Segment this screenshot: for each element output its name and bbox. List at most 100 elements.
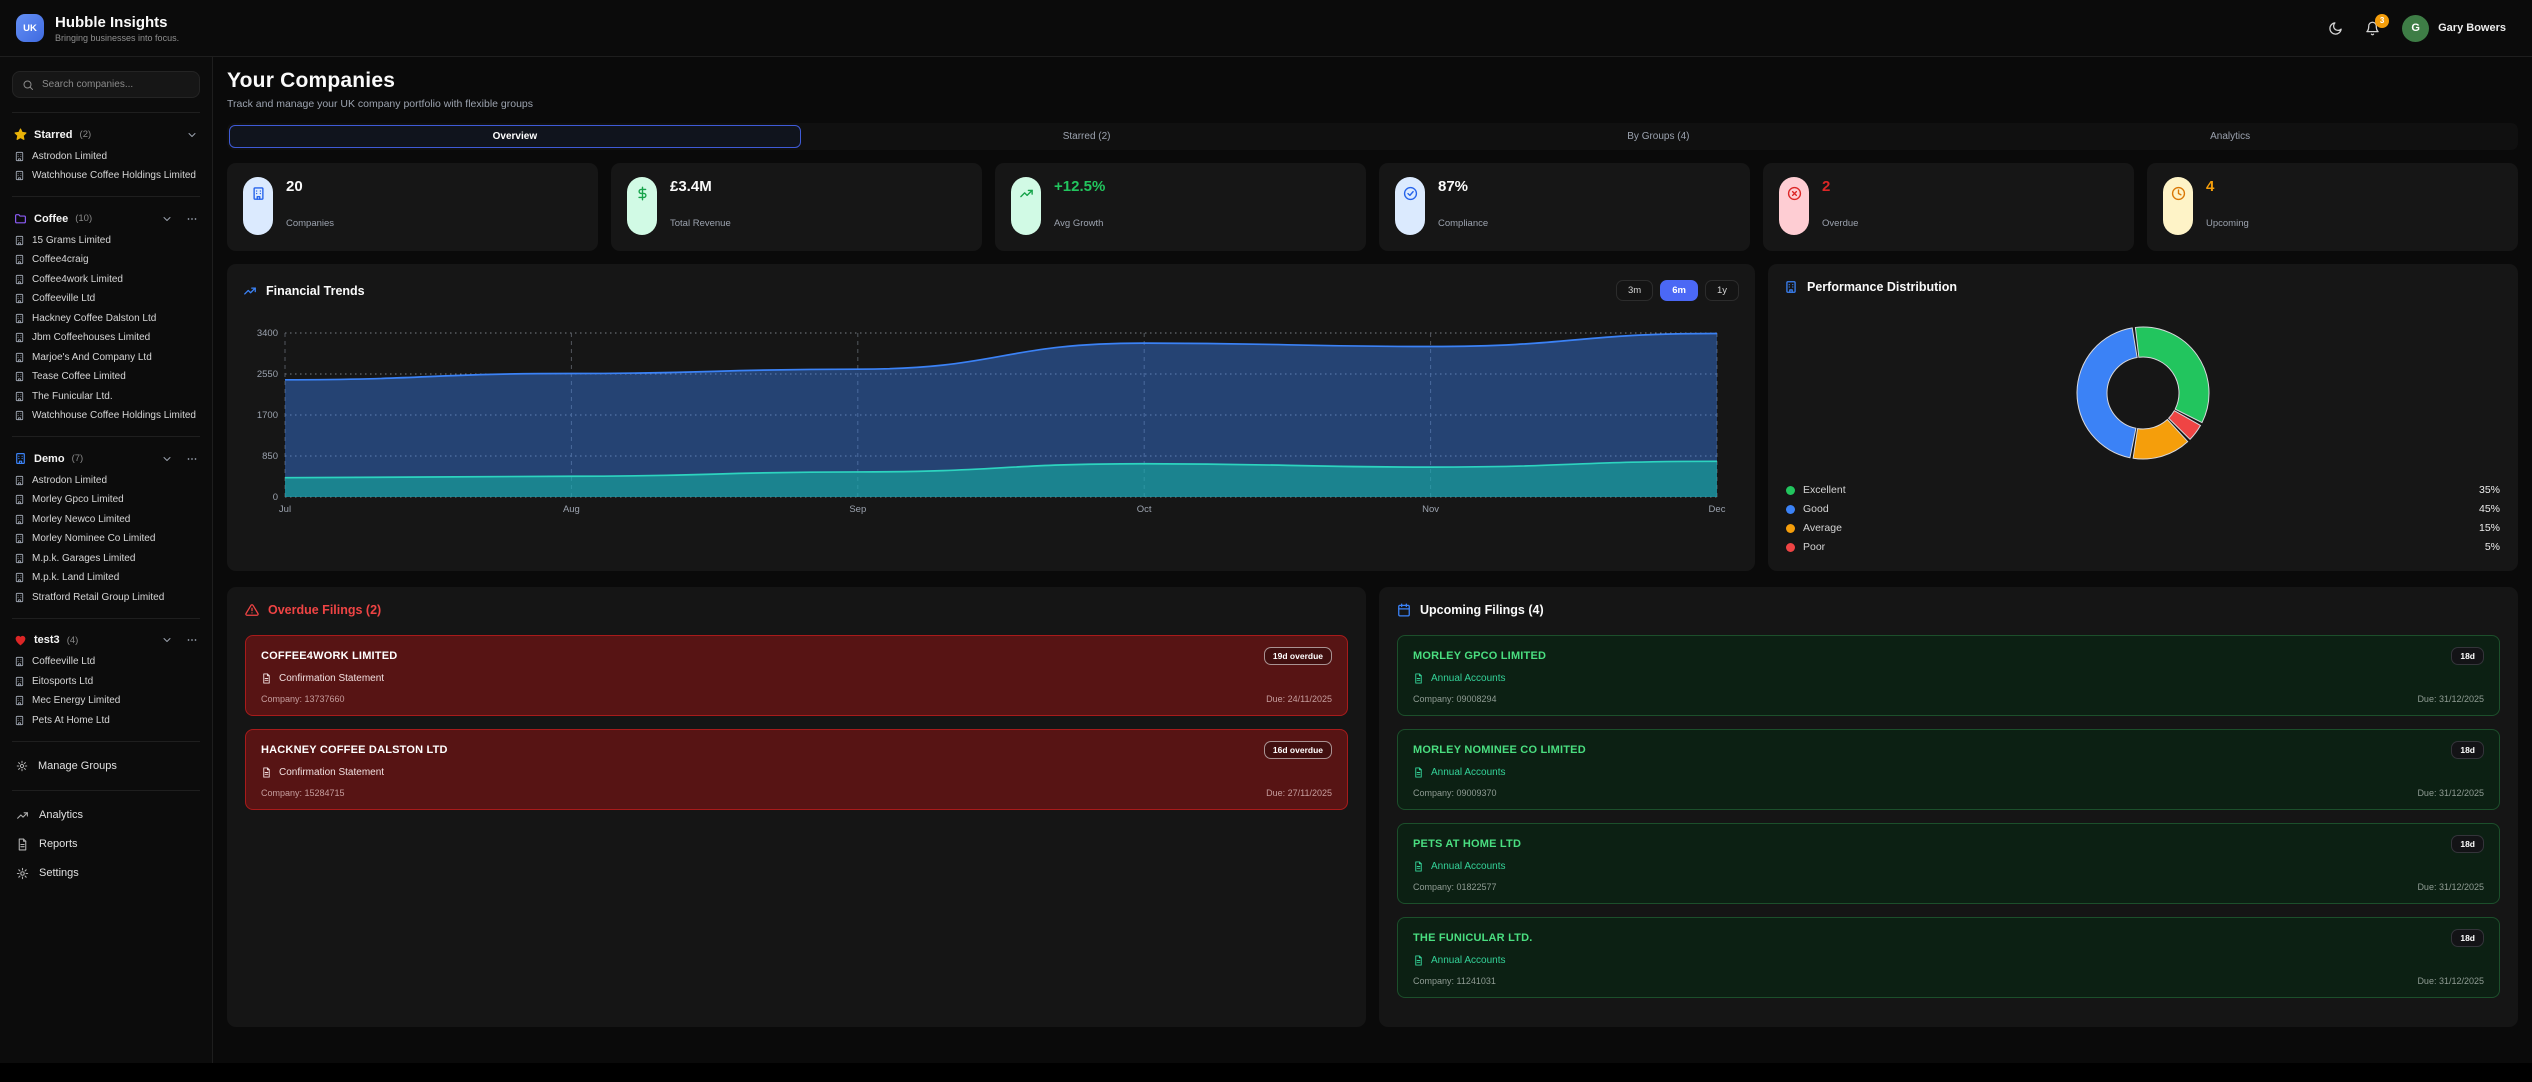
company-item-label: Watchhouse Coffee Holdings Limited bbox=[32, 410, 196, 421]
group-header[interactable]: test3 (4) bbox=[10, 629, 202, 653]
building-icon bbox=[15, 170, 24, 181]
group-header[interactable]: Coffee (10) bbox=[10, 207, 202, 231]
building-icon bbox=[15, 391, 24, 401]
clock-icon bbox=[2171, 186, 2185, 201]
donut-legend: Excellent 35% Good 45% Average 15% Poor 5% bbox=[1784, 482, 2502, 555]
sidebar-company-item[interactable]: Stratford Retail Group Limited bbox=[10, 588, 202, 608]
filing-due-date: Due: 27/11/2025 bbox=[1266, 788, 1332, 798]
collapse-group-button[interactable] bbox=[161, 213, 173, 225]
filing-card[interactable]: MORLEY GPCO LIMITED 18d Annual Accounts Com… bbox=[1397, 635, 2500, 716]
tab-analytics[interactable]: Analytics bbox=[2210, 131, 2251, 142]
donut-slice-good[interactable] bbox=[2076, 327, 2138, 459]
sidebar-company-item[interactable]: Watchhouse Coffee Holdings Limited bbox=[10, 407, 202, 427]
manage-groups-button[interactable]: Manage Groups bbox=[10, 752, 202, 780]
divider bbox=[12, 617, 200, 619]
donut-chart-wrap bbox=[1784, 320, 2502, 466]
range-button-3m[interactable]: 3m bbox=[1616, 280, 1654, 301]
company-item-label: Coffeeville Ltd bbox=[32, 293, 96, 304]
filing-card[interactable]: THE FUNICULAR LTD. 18d Annual Accounts Comp… bbox=[1397, 917, 2500, 998]
sidebar-company-item[interactable]: Coffeeville Ltd bbox=[10, 290, 202, 310]
nav-label: Settings bbox=[39, 867, 79, 879]
filing-due-date: Due: 31/12/2025 bbox=[2417, 882, 2484, 892]
tab-by-groups-4-[interactable]: By Groups (4) bbox=[1627, 131, 1690, 142]
building-icon bbox=[15, 235, 24, 245]
filing-card[interactable]: PETS AT HOME LTD 18d Annual Accounts Compan… bbox=[1397, 823, 2500, 904]
company-item-label: Coffeeville Ltd bbox=[32, 656, 96, 667]
donut-slice-average[interactable] bbox=[2132, 418, 2189, 460]
sidebar-company-item[interactable]: M.p.k. Land Limited bbox=[10, 569, 202, 589]
svg-text:850: 850 bbox=[262, 451, 278, 462]
filing-company-number: Company: 11241031 bbox=[1413, 976, 1496, 986]
stat-card-overdue: 2 Overdue bbox=[1763, 163, 2134, 251]
range-button-6m[interactable]: 6m bbox=[1660, 280, 1698, 301]
filing-card[interactable]: HACKNEY COFFEE DALSTON LTD 16d overdue Con… bbox=[245, 729, 1348, 810]
sidebar-company-item[interactable]: 15 Grams Limited bbox=[10, 231, 202, 251]
filing-due-badge: 18d bbox=[2451, 741, 2484, 759]
sidebar-company-item[interactable]: M.p.k. Garages Limited bbox=[10, 549, 202, 569]
range-button-1y[interactable]: 1y bbox=[1704, 280, 1739, 301]
collapse-group-button[interactable] bbox=[161, 453, 173, 465]
sidebar-company-item[interactable]: Coffeeville Ltd bbox=[10, 653, 202, 673]
notifications-button[interactable]: 3 bbox=[2365, 13, 2390, 36]
company-item-label: Morley Nominee Co Limited bbox=[32, 533, 156, 544]
sidebar-company-item[interactable]: Watchhouse Coffee Holdings Limited bbox=[10, 167, 202, 187]
sidebar-company-item[interactable]: Tease Coffee Limited bbox=[10, 368, 202, 388]
sidebar-nav-analytics[interactable]: Analytics bbox=[10, 801, 202, 830]
sidebar-company-item[interactable]: Coffee4craig bbox=[10, 251, 202, 271]
sidebar-nav-settings[interactable]: Settings bbox=[10, 859, 202, 888]
search-input[interactable] bbox=[42, 79, 190, 90]
donut-slice-excellent[interactable] bbox=[2134, 326, 2210, 424]
filing-card[interactable]: MORLEY NOMINEE CO LIMITED 18d Annual Accou… bbox=[1397, 729, 2500, 810]
svg-text:Aug: Aug bbox=[563, 504, 580, 515]
group-menu-button[interactable] bbox=[186, 213, 198, 225]
alert-triangle-icon bbox=[245, 604, 259, 616]
donut-slice-poor[interactable] bbox=[2167, 409, 2202, 441]
performance-distribution-title: Performance Distribution bbox=[1807, 280, 1958, 294]
heart-icon bbox=[15, 635, 26, 645]
sidebar-company-item[interactable]: Pets At Home Ltd bbox=[10, 711, 202, 731]
sidebar-company-item[interactable]: Eitosports Ltd bbox=[10, 672, 202, 692]
building-icon bbox=[252, 187, 264, 200]
sidebar-company-item[interactable]: The Funicular Ltd. bbox=[10, 387, 202, 407]
sidebar-nav-reports[interactable]: Reports bbox=[10, 830, 202, 859]
sidebar-company-item[interactable]: Morley Newco Limited bbox=[10, 510, 202, 530]
tab-overview[interactable]: Overview bbox=[229, 125, 801, 148]
collapse-group-button[interactable] bbox=[161, 634, 173, 646]
building-icon bbox=[15, 313, 24, 323]
company-item-label: Tease Coffee Limited bbox=[32, 371, 126, 382]
sidebar-company-item[interactable]: Morley Nominee Co Limited bbox=[10, 530, 202, 550]
user-menu[interactable]: G Gary Bowers bbox=[2402, 14, 2506, 42]
building-icon bbox=[15, 475, 24, 485]
theme-toggle-button[interactable] bbox=[2328, 21, 2343, 36]
group-menu-button[interactable] bbox=[186, 453, 198, 465]
filing-company-number: Company: 09009370 bbox=[1413, 788, 1497, 798]
sidebar-company-item[interactable]: Astrodon Limited bbox=[10, 471, 202, 491]
performance-distribution-card: Performance Distribution Excellent 35% Goo… bbox=[1768, 264, 2518, 571]
sidebar-company-item[interactable]: Morley Gpco Limited bbox=[10, 491, 202, 511]
manage-groups-label: Manage Groups bbox=[38, 759, 117, 772]
sidebar-company-item[interactable]: Astrodon Limited bbox=[10, 147, 202, 167]
sidebar-company-item[interactable]: Hackney Coffee Dalston Ltd bbox=[10, 309, 202, 329]
group-header[interactable]: Starred (2) bbox=[10, 123, 202, 147]
company-item-label: The Funicular Ltd. bbox=[32, 390, 113, 402]
nav-label: Reports bbox=[39, 838, 78, 850]
sidebar-company-item[interactable]: Jbm Coffeehouses Limited bbox=[10, 329, 202, 349]
sidebar-company-item[interactable]: Marjoe's And Company Ltd bbox=[10, 348, 202, 368]
sidebar-company-item[interactable]: Mec Energy Limited bbox=[10, 692, 202, 712]
x-circle-icon bbox=[1787, 186, 1801, 201]
collapse-group-button[interactable] bbox=[186, 129, 198, 141]
tab-starred-2-[interactable]: Starred (2) bbox=[1062, 131, 1111, 142]
group-count: (2) bbox=[79, 129, 92, 140]
group-name: Coffee bbox=[34, 212, 69, 225]
group-header[interactable]: Demo (7) bbox=[10, 447, 202, 471]
search-box[interactable] bbox=[12, 71, 200, 98]
star-icon bbox=[14, 128, 27, 140]
file-text-icon bbox=[1415, 673, 1422, 684]
group-menu-button[interactable] bbox=[186, 634, 198, 646]
dots-horizontal-icon bbox=[187, 639, 197, 641]
company-item-label: M.p.k. Garages Limited bbox=[32, 552, 136, 564]
company-item-label: Hackney Coffee Dalston Ltd bbox=[32, 312, 157, 324]
stat-icon-pill bbox=[1395, 177, 1425, 235]
sidebar-company-item[interactable]: Coffee4work Limited bbox=[10, 270, 202, 290]
filing-card[interactable]: COFFEE4WORK LIMITED 19d overdue Confirmati… bbox=[245, 635, 1348, 716]
